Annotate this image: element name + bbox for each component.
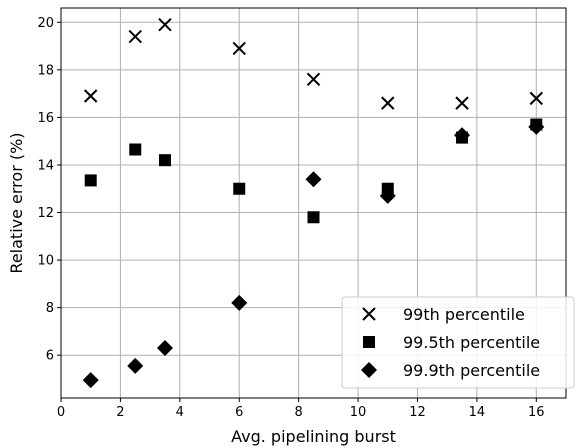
data-point — [381, 96, 395, 110]
x-tick-label: 8 — [295, 405, 303, 420]
data-point — [156, 340, 173, 357]
x-marker-stroke — [83, 89, 98, 103]
series-1 — [83, 17, 544, 110]
legend-label: 99.9th percentile — [403, 361, 540, 380]
x-marker-stroke — [306, 72, 321, 87]
data-marks — [82, 17, 545, 389]
x-marker-stroke — [158, 17, 172, 32]
x-tick-label: 6 — [235, 405, 243, 420]
data-point — [83, 89, 98, 103]
series-3 — [82, 118, 545, 389]
data-point — [454, 127, 471, 144]
x-tick-label: 10 — [350, 405, 367, 420]
x-marker-stroke — [362, 307, 376, 321]
data-point — [128, 29, 142, 44]
x-tick-label: 16 — [528, 405, 545, 420]
y-tick-label: 12 — [37, 206, 54, 221]
data-point — [307, 211, 320, 224]
y-tick-label: 18 — [37, 63, 54, 78]
x-tick-label: 2 — [116, 405, 124, 420]
data-point — [305, 171, 322, 188]
x-tick-label: 12 — [409, 405, 426, 420]
data-point — [158, 17, 172, 32]
legend-box — [341, 296, 575, 389]
x-marker-stroke — [381, 96, 395, 110]
data-point — [528, 118, 545, 135]
plot-frame — [60, 7, 567, 399]
legend-label: 99.5th percentile — [403, 333, 540, 352]
series-2 — [84, 118, 543, 224]
y-tick-label: 8 — [46, 301, 54, 316]
data-point — [529, 91, 544, 106]
legend-marker — [361, 362, 377, 378]
legend-marker — [362, 307, 376, 321]
x-marker-stroke — [529, 91, 544, 106]
data-point — [127, 357, 144, 374]
data-point — [232, 41, 246, 56]
data-point — [379, 187, 396, 204]
y-tick-label: 20 — [37, 16, 54, 31]
legend: 99th percentile 99.5th percentile 99.9th p… — [341, 296, 575, 389]
x-tick-label: 0 — [57, 405, 65, 420]
x-tick-label: 14 — [469, 405, 486, 420]
data-point — [158, 154, 171, 167]
y-tick-label: 16 — [37, 111, 54, 126]
x-tick-label: 4 — [176, 405, 184, 420]
legend-label: 99th percentile — [403, 305, 525, 324]
data-point — [129, 143, 142, 156]
data-point — [233, 182, 246, 195]
data-point — [455, 96, 469, 110]
data-point — [231, 294, 248, 311]
data-point — [82, 372, 99, 389]
legend-marker — [363, 336, 375, 348]
y-tick-label: 6 — [46, 349, 54, 364]
x-marker-stroke — [128, 29, 142, 44]
axis-ticks: 0 2 4 6 8 10 12 14 16 6 8 10 12 14 16 18 20 — [37, 16, 544, 420]
y-tick-label: 10 — [37, 254, 54, 269]
x-marker-stroke — [232, 41, 246, 56]
y-tick-label: 14 — [37, 158, 54, 173]
x-axis-label: Avg. pipelining burst — [231, 427, 396, 446]
y-axis-label: Relative error (%) — [7, 132, 26, 273]
x-marker-stroke — [455, 96, 469, 110]
data-point — [84, 174, 97, 187]
data-point — [306, 72, 321, 87]
